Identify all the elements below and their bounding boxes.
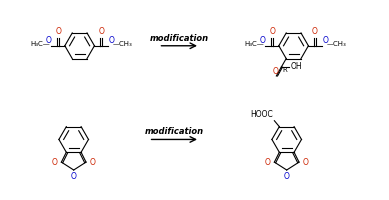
- Text: O: O: [45, 36, 51, 45]
- Text: O: O: [322, 36, 328, 45]
- Text: modification: modification: [150, 34, 209, 43]
- Text: —CH₃: —CH₃: [327, 41, 347, 47]
- Text: O: O: [312, 27, 318, 36]
- Text: O: O: [284, 172, 290, 181]
- Text: modification: modification: [145, 127, 204, 136]
- Text: HOOC: HOOC: [251, 110, 273, 119]
- Text: O: O: [265, 158, 270, 167]
- Text: O: O: [259, 36, 265, 45]
- Text: O: O: [98, 27, 104, 36]
- Text: OH: OH: [290, 62, 302, 71]
- Text: O: O: [272, 67, 278, 76]
- Text: H₃C—: H₃C—: [244, 41, 264, 47]
- Text: H₃C—: H₃C—: [30, 41, 50, 47]
- Text: —CH₃: —CH₃: [113, 41, 133, 47]
- Text: O: O: [108, 36, 114, 45]
- Text: O: O: [269, 27, 275, 36]
- Text: O: O: [52, 158, 58, 167]
- Text: O: O: [303, 158, 309, 167]
- Text: R: R: [282, 67, 287, 73]
- Text: O: O: [55, 27, 61, 36]
- Text: O: O: [71, 172, 77, 181]
- Text: O: O: [90, 158, 96, 167]
